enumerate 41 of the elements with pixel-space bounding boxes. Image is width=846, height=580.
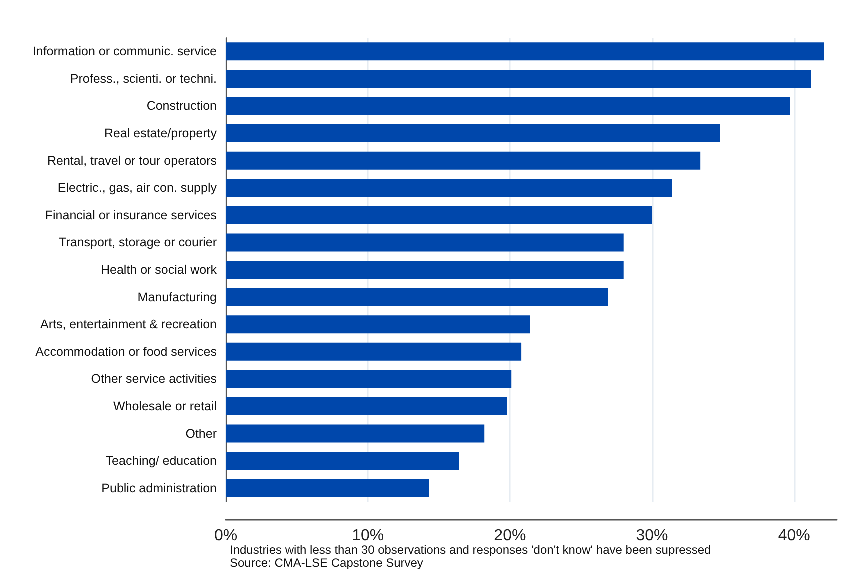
y-tick-label: Electric., gas, air con. supply — [58, 181, 218, 196]
y-tick-label: Transport, storage or courier — [59, 236, 217, 250]
bar — [226, 261, 624, 279]
bar — [226, 179, 672, 198]
x-tick-label: 40% — [778, 528, 810, 544]
bar — [226, 206, 652, 224]
y-tick-label: Financial or insurance services — [45, 208, 217, 222]
bar — [226, 370, 512, 388]
bar — [226, 342, 522, 361]
bar — [226, 424, 485, 443]
bar — [226, 42, 824, 61]
y-tick-label: Other — [186, 426, 217, 441]
y-tick-label: Other service activities — [91, 372, 217, 386]
bar — [226, 288, 608, 306]
bar — [226, 316, 530, 334]
bar — [226, 397, 508, 416]
x-tick-label: 0% — [214, 528, 238, 544]
y-tick-label: Profess., scienti. or techni. — [70, 72, 217, 86]
y-tick-label: Real estate/property — [104, 126, 218, 141]
bar — [226, 152, 701, 170]
y-tick-label: Information or communic. service — [32, 44, 218, 59]
y-tick-label: Health or social work — [100, 263, 218, 277]
bar — [226, 479, 430, 498]
x-tick-label: 30% — [636, 528, 668, 544]
text: Industries with less than 30 observations and responses 'don't know' have been supressed — [230, 543, 712, 557]
y-tick-label: Wholesale or retail — [113, 399, 217, 414]
y-tick-label: Rental, travel or tour operators — [47, 154, 217, 168]
bar — [226, 70, 812, 88]
bar — [226, 452, 460, 470]
y-tick-label: Teaching/ education — [106, 454, 218, 468]
y-tick-label: Accommodation or food services — [36, 344, 217, 359]
y-tick-label: Manufacturing — [138, 290, 218, 304]
source-note: Source: CMA-LSE Capstone Survey — [230, 556, 424, 570]
x-tick-label: 10% — [352, 528, 384, 544]
bar — [226, 124, 720, 143]
y-tick-label: Public administration — [102, 481, 218, 496]
bar — [226, 97, 790, 116]
y-tick-label: Construction — [146, 99, 218, 114]
y-tick-label: Arts, entertainment & recreation — [40, 318, 218, 332]
x-tick-label: 20% — [494, 528, 526, 544]
bar — [226, 234, 624, 252]
